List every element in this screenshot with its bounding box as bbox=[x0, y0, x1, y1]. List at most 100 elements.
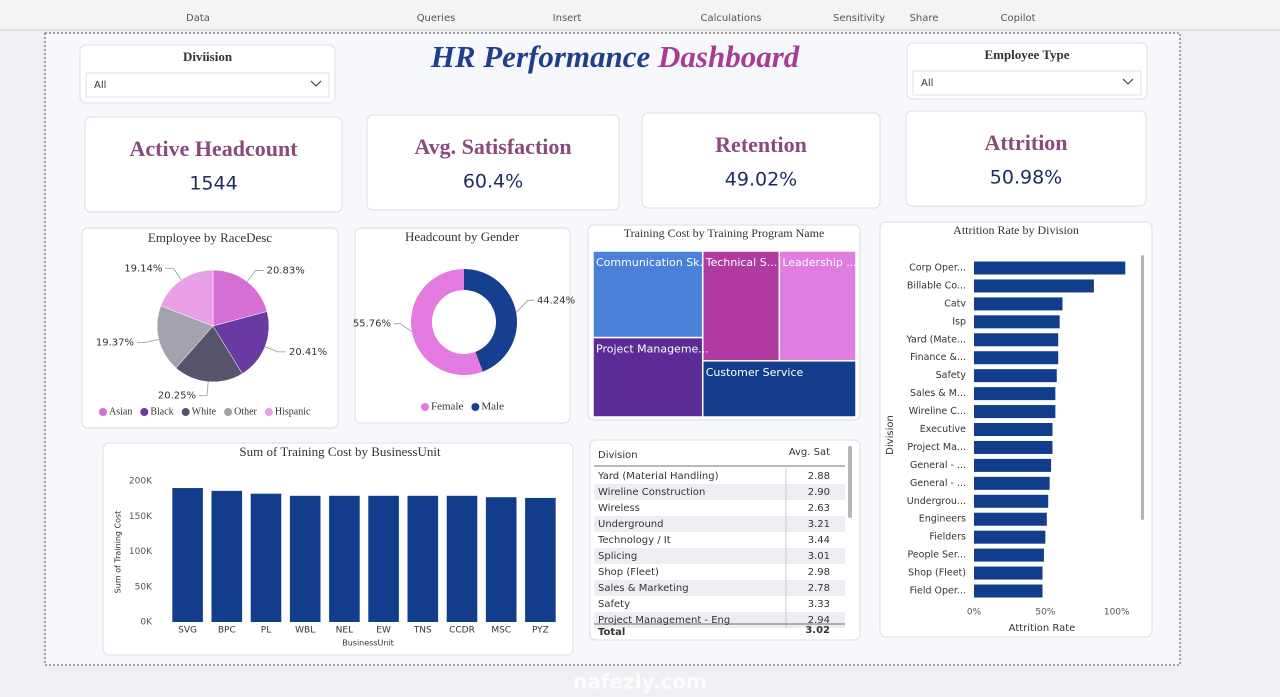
slicer-dropdown[interactable] bbox=[85, 72, 330, 98]
row-band bbox=[594, 580, 845, 596]
legend-label: Asian bbox=[109, 406, 132, 417]
x-tick-label: MSC bbox=[491, 626, 511, 636]
table-cell: Splicing bbox=[598, 551, 637, 562]
bar bbox=[974, 297, 1063, 311]
legend-label: Hispanic bbox=[275, 406, 311, 417]
y-tick-label: Isp bbox=[952, 316, 966, 327]
legend-label: Other bbox=[234, 406, 257, 417]
kpi-value: 60.4% bbox=[463, 171, 523, 193]
treemap-tile bbox=[778, 250, 857, 362]
bar bbox=[974, 387, 1056, 401]
y-tick-label: 200K bbox=[129, 477, 153, 487]
data-label: 20.83% bbox=[267, 265, 305, 276]
table-cell: Sales & Marketing bbox=[598, 583, 689, 594]
bar bbox=[250, 493, 282, 622]
x-tick-label: WBL bbox=[295, 626, 315, 636]
y-tick-label: 50K bbox=[135, 582, 153, 592]
bar bbox=[974, 279, 1094, 293]
legend-marker bbox=[421, 403, 429, 411]
x-tick-label: 50% bbox=[1035, 608, 1055, 618]
y-axis-title: Sum of Training Cost bbox=[114, 511, 123, 594]
y-tick-label: Field Oper... bbox=[910, 586, 966, 597]
kpi-label: Active Headcount bbox=[129, 136, 298, 161]
kpi-card bbox=[366, 114, 620, 211]
y-tick-label: 0K bbox=[140, 618, 153, 628]
bar bbox=[172, 488, 203, 622]
bar bbox=[974, 261, 1126, 275]
chart-title: Attrition Rate by Division bbox=[953, 223, 1079, 237]
y-axis-title: Division bbox=[885, 415, 896, 455]
table-cell: 2.78 bbox=[808, 583, 830, 594]
title-part: Dashboard bbox=[650, 39, 800, 74]
x-axis-title: BusinessUnit bbox=[342, 639, 394, 648]
kpi-card bbox=[84, 116, 343, 213]
legend-label: Black bbox=[150, 406, 173, 417]
legend-label: White bbox=[192, 406, 217, 417]
bar bbox=[329, 495, 360, 622]
bar bbox=[974, 476, 1050, 490]
data-label: 19.37% bbox=[96, 338, 134, 349]
x-tick-label: TNS bbox=[413, 626, 432, 636]
bar bbox=[289, 495, 321, 622]
bar bbox=[974, 458, 1052, 472]
bar bbox=[974, 440, 1053, 454]
dropdown-chevron bbox=[310, 80, 322, 87]
leader-line bbox=[199, 381, 209, 397]
bar bbox=[974, 512, 1047, 526]
kpi-card bbox=[641, 112, 881, 209]
table-cell: 2.88 bbox=[808, 471, 830, 482]
legend-marker bbox=[264, 408, 273, 416]
pie-slice bbox=[156, 305, 214, 369]
dropdown-chevron bbox=[1122, 78, 1134, 85]
y-tick-label: Catv bbox=[944, 298, 966, 309]
slicer-value: All bbox=[94, 80, 106, 91]
y-tick-label: Sales & M... bbox=[910, 388, 966, 399]
chart-title: Sum of Training Cost by BusinessUnit bbox=[239, 444, 441, 459]
bar bbox=[974, 333, 1059, 347]
bar bbox=[525, 497, 556, 622]
title-part: HR Performance bbox=[430, 39, 651, 74]
bar bbox=[974, 369, 1057, 383]
x-tick-label: EW bbox=[376, 626, 391, 636]
legend-marker bbox=[99, 408, 107, 416]
table-cell: 3.01 bbox=[808, 551, 830, 562]
kpi-value: 49.02% bbox=[725, 169, 797, 191]
y-tick-label: 150K bbox=[129, 512, 153, 522]
pie-slice bbox=[160, 269, 214, 327]
bar bbox=[446, 495, 478, 622]
x-tick-label: PL bbox=[261, 626, 271, 636]
table-cell: 2.94 bbox=[808, 615, 830, 626]
table-cell: 3.44 bbox=[808, 535, 830, 546]
data-label: 20.41% bbox=[289, 347, 327, 358]
pie-slice bbox=[175, 325, 243, 383]
table-cell: Wireline Construction bbox=[598, 487, 705, 498]
leader-line bbox=[394, 323, 413, 332]
y-tick-label: Undergrou... bbox=[907, 496, 966, 507]
slicer-label: Employee Type bbox=[984, 47, 1069, 62]
ribbon-group-label: Share bbox=[910, 13, 939, 24]
x-tick-label: 0% bbox=[967, 608, 982, 618]
bar bbox=[974, 405, 1056, 419]
y-tick-label: Yard (Mate... bbox=[906, 334, 966, 345]
x-tick-label: NEL bbox=[336, 626, 353, 636]
table-cell: Yard (Material Handling) bbox=[597, 471, 719, 482]
x-tick-label: BPC bbox=[218, 626, 236, 636]
y-tick-label: People Ser... bbox=[907, 550, 966, 561]
bar bbox=[974, 351, 1059, 365]
watermark: nafezly.com bbox=[573, 670, 707, 694]
legend-label: Male bbox=[481, 401, 504, 413]
column-header: Avg. Sat bbox=[789, 447, 830, 458]
table-total: Total bbox=[598, 627, 625, 638]
bar bbox=[974, 584, 1043, 598]
slicer-dropdown[interactable] bbox=[912, 70, 1142, 96]
chart-panel bbox=[354, 227, 571, 424]
table-total: 3.02 bbox=[805, 625, 830, 636]
table-cell: Safety bbox=[598, 599, 630, 610]
kpi-label: Retention bbox=[715, 132, 807, 157]
y-tick-label: Executive bbox=[920, 424, 966, 435]
leader-line bbox=[137, 338, 159, 344]
ribbon-group-label: Insert bbox=[553, 13, 582, 24]
donut-slice bbox=[464, 269, 518, 372]
x-tick-label: CCDR bbox=[449, 626, 475, 636]
